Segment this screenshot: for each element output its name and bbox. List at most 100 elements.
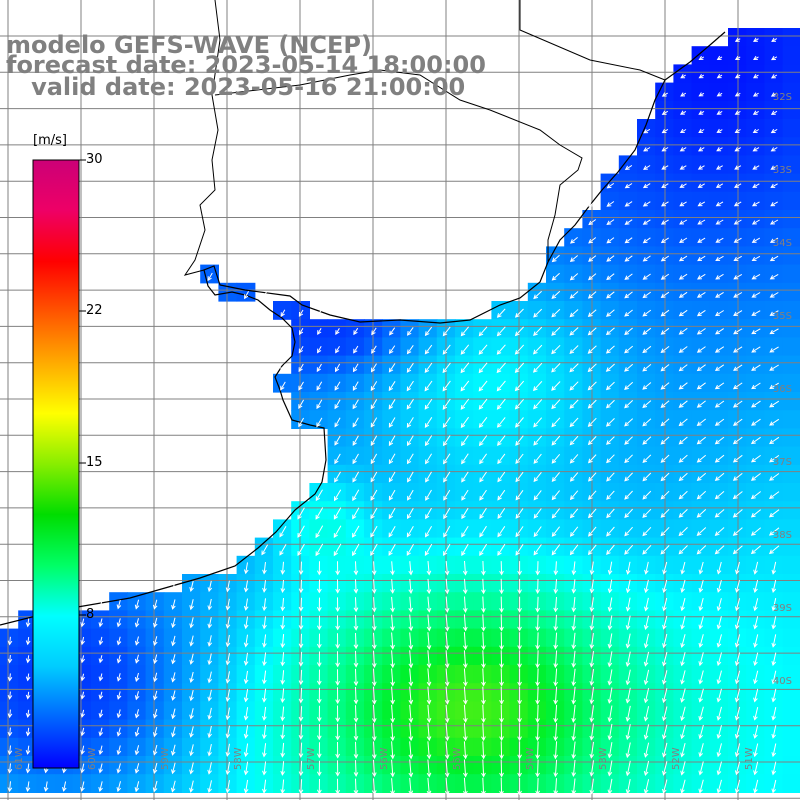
speed-cell — [746, 173, 765, 193]
arrow-shaft — [461, 435, 469, 446]
arrow-shaft — [334, 489, 342, 501]
speed-cell — [291, 774, 310, 793]
arrow-head — [225, 587, 231, 593]
speed-cell — [546, 646, 565, 666]
arrow-head — [280, 643, 286, 649]
arrow-head — [370, 514, 375, 520]
arrow-head — [244, 294, 249, 300]
speed-cell — [109, 610, 128, 630]
arrow-head — [262, 770, 267, 776]
arrow-shaft — [298, 381, 304, 390]
speed-cell — [691, 719, 711, 739]
arrow-head — [553, 663, 559, 669]
arrow-shaft — [464, 578, 466, 594]
arrow-shaft — [482, 650, 485, 668]
arrow-shaft — [555, 561, 557, 575]
arrow-head — [316, 367, 321, 373]
arrow-shaft — [643, 273, 651, 280]
arrow-shaft — [282, 561, 284, 574]
arrow-head — [481, 790, 486, 796]
arrow-shaft — [333, 543, 342, 556]
arrow-head — [499, 790, 504, 796]
arrow-shaft — [569, 327, 579, 336]
speed-cell — [309, 665, 329, 684]
arrow-head — [715, 201, 721, 207]
wind-arrow — [298, 779, 304, 795]
arrow-head — [716, 569, 722, 575]
wind-arrow — [678, 327, 688, 335]
wind-arrow — [679, 183, 687, 188]
arrow-head — [769, 476, 774, 481]
wind-arrow — [370, 471, 378, 483]
speed-cell — [637, 501, 656, 520]
arrow-head — [680, 770, 685, 776]
speed-cell — [618, 774, 638, 793]
wind-arrow — [697, 219, 706, 225]
speed-cell — [455, 501, 474, 520]
speed-cell — [291, 555, 310, 575]
arrow-shaft — [27, 763, 30, 773]
arrow-shaft — [355, 778, 357, 794]
arrow-shaft — [300, 597, 302, 611]
arrow-shaft — [627, 561, 631, 574]
wind-arrow — [606, 508, 615, 519]
wind-arrow — [353, 760, 359, 777]
wind-arrow — [207, 725, 212, 739]
arrow-head — [716, 587, 722, 593]
wind-arrow — [406, 525, 414, 538]
wind-arrow — [335, 633, 341, 649]
arrow-shaft — [663, 670, 668, 684]
arrow-shaft — [697, 418, 707, 426]
arrow-head — [716, 697, 722, 703]
arrow-shaft — [588, 526, 597, 537]
speed-cell — [273, 737, 292, 757]
arrow-shaft — [698, 165, 705, 170]
speed-cell — [746, 301, 765, 320]
arrow-shaft — [642, 345, 652, 353]
wind-arrow — [716, 561, 722, 575]
arrow-shaft — [717, 779, 722, 793]
arrow-head — [678, 531, 684, 537]
speed-cell — [764, 82, 784, 102]
arrow-head — [734, 110, 740, 115]
arrow-shaft — [443, 453, 451, 464]
arrow-shaft — [352, 507, 360, 519]
wind-arrow — [660, 309, 670, 317]
wind-arrow — [298, 706, 304, 722]
arrow-shaft — [606, 327, 615, 335]
arrow-head — [481, 645, 486, 651]
arrow-shaft — [135, 654, 139, 663]
wind-arrow — [642, 526, 652, 537]
arrow-head — [714, 494, 720, 500]
arrow-head — [25, 676, 31, 682]
speed-cell — [0, 646, 19, 666]
arrow-head — [444, 699, 450, 705]
arrow-head — [98, 768, 103, 774]
arrow-head — [335, 789, 341, 795]
wind-arrow — [642, 237, 651, 244]
speed-cell — [145, 646, 165, 666]
arrow-head — [696, 476, 702, 481]
arrow-shaft — [770, 255, 779, 262]
arrow-shaft — [590, 723, 594, 740]
speed-cell — [527, 774, 547, 793]
arrow-shaft — [281, 742, 285, 757]
arrow-shaft — [207, 272, 213, 281]
arrow-shaft — [373, 759, 375, 777]
arrow-head — [734, 752, 740, 758]
wind-arrow — [353, 327, 359, 336]
speed-cell — [546, 610, 565, 630]
arrow-head — [406, 441, 412, 447]
arrow-head — [625, 606, 631, 612]
arrow-shaft — [315, 489, 323, 501]
arrow-head — [80, 712, 85, 718]
wind-arrow — [660, 255, 670, 262]
wind-arrow — [189, 599, 194, 611]
wind-arrow — [116, 654, 122, 664]
wind-arrow — [698, 652, 704, 667]
arrow-head — [716, 55, 722, 61]
wind-arrow — [662, 779, 668, 794]
arrow-shaft — [569, 381, 579, 391]
arrow-shaft — [717, 561, 722, 574]
wind-arrow — [207, 272, 213, 282]
